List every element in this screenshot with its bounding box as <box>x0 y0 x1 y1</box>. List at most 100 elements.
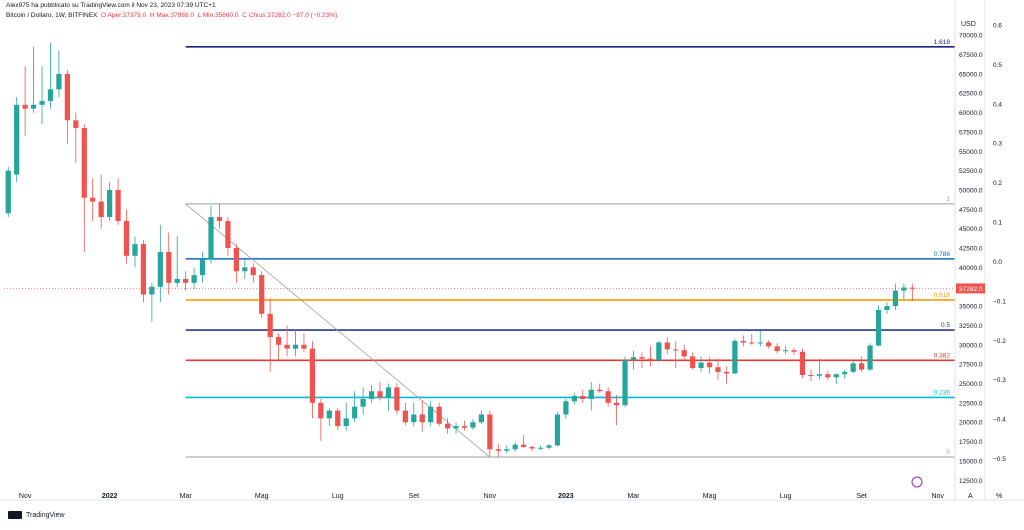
candle-body <box>284 344 290 349</box>
candle-body <box>884 306 890 310</box>
candle-body <box>149 286 155 295</box>
time-tick-label: Set <box>856 493 867 500</box>
candle-body <box>233 248 239 272</box>
fib-axis-tick: 0.0 <box>993 259 1002 266</box>
time-tick-label: 2022 <box>102 493 118 500</box>
candle-body <box>453 426 459 429</box>
candle-body <box>309 348 316 403</box>
candle-body <box>461 426 468 428</box>
candle-body <box>225 220 231 249</box>
price-tick-label: 62500.0 <box>959 91 983 98</box>
candle-body <box>799 351 806 375</box>
price-tick-label: 15000.0 <box>959 458 983 465</box>
candle-body <box>318 402 324 419</box>
candle-body <box>791 350 797 352</box>
price-tick-label: 70000.0 <box>959 33 983 40</box>
time-tick-label: Mag <box>255 493 269 500</box>
fib-axis-tick: −0.5 <box>993 456 1006 463</box>
candle-body <box>909 287 915 289</box>
candle-body <box>47 89 54 101</box>
candle-body <box>690 356 696 369</box>
candle-body <box>630 357 637 361</box>
currency-label: USD <box>961 21 976 28</box>
time-axis: Nov 2022 Mar Mag Lug Set Nov 2023 Mar Mag Lug Set No… <box>19 476 1002 500</box>
price-tick-label: 47500.0 <box>959 207 983 214</box>
price-tick-label: 55000.0 <box>959 149 983 156</box>
time-tick-label: Nov <box>484 493 497 500</box>
auto-scale-button[interactable]: A <box>968 493 973 500</box>
candle-body <box>56 73 62 90</box>
fib-axis-tick: 0.6 <box>993 23 1002 30</box>
candle-body <box>901 287 907 291</box>
candle-body <box>191 275 197 283</box>
candle-body <box>698 362 704 369</box>
candle-body <box>563 401 569 415</box>
percent-scale-button[interactable]: % <box>996 493 1002 500</box>
fib-axis-tick: −0.4 <box>993 417 1006 424</box>
price-tick-label: 40000.0 <box>959 265 983 272</box>
candle-body <box>681 350 687 357</box>
symbol-ohlc-line: Bitcoin / Dollaro, 1W, BITFINEX O Aper.3… <box>6 12 337 19</box>
candle-body <box>774 346 780 351</box>
candle-body <box>242 267 248 272</box>
candle-body <box>782 350 789 352</box>
candle-body <box>825 374 831 378</box>
candle-body <box>98 201 104 218</box>
candle-body <box>368 391 375 399</box>
price-tick-label: 32500.0 <box>959 323 983 330</box>
candle-body <box>216 217 223 221</box>
fib-axis-tick: 0.1 <box>993 220 1002 227</box>
candle-body <box>377 391 383 398</box>
candle-body <box>106 189 113 218</box>
candle-body <box>656 342 662 361</box>
candle-body <box>64 73 70 121</box>
ohlc-high-label: H <box>149 12 155 19</box>
price-tick-label: 45000.0 <box>959 226 983 233</box>
price-tick-label: 60000.0 <box>959 110 983 117</box>
fib-level-label: 1.618 <box>934 39 951 46</box>
last-price-label: 37282.0 <box>959 286 983 293</box>
candle-body <box>394 387 400 411</box>
candle-body <box>850 363 856 372</box>
candle-body <box>875 309 882 346</box>
candle-body <box>580 395 586 399</box>
candle-body <box>267 313 273 338</box>
candle-body <box>537 447 544 449</box>
tradingview-logo[interactable]: TradingView <box>8 511 65 519</box>
candle-body <box>470 422 476 428</box>
price-tick-label: 67500.0 <box>959 52 983 59</box>
candle-body <box>275 337 282 345</box>
candle-body <box>411 414 417 423</box>
candle-body <box>81 128 87 198</box>
event-flash-icon[interactable] <box>911 476 923 488</box>
ohlc-close-label: C <box>242 12 247 19</box>
candle-body <box>732 340 738 374</box>
price-tick-label: 12500.0 <box>959 478 983 485</box>
fib-level-label: 0.5 <box>941 322 950 329</box>
fib-axis-tick: −0.2 <box>993 338 1006 345</box>
time-tick-label: Mag <box>703 493 717 500</box>
price-tick-label: 65000.0 <box>959 71 983 78</box>
candle-body <box>504 449 510 451</box>
publish-info: Alex975 ha pubblicato su TradingView.com… <box>6 2 216 9</box>
candle-body <box>39 100 45 105</box>
candle-body <box>546 445 552 448</box>
time-tick-label: Nov <box>19 493 32 500</box>
candle-body <box>436 406 442 424</box>
price-tick-label: 22500.0 <box>959 400 983 407</box>
candle-body <box>808 374 814 376</box>
candle-body <box>385 387 392 398</box>
candle-body <box>132 244 138 256</box>
brand-name: TradingView <box>26 511 65 519</box>
candle-body <box>183 278 189 283</box>
time-tick-label: 2023 <box>558 493 574 500</box>
candle-body <box>22 104 28 109</box>
last-price-tag <box>956 283 985 294</box>
fib-axis-tick: −0.3 <box>993 377 1006 384</box>
fib-level-label: 0.236 <box>934 389 951 396</box>
price-tick-label: 42500.0 <box>959 246 983 253</box>
candle-body <box>123 220 130 256</box>
candle-body <box>740 340 746 343</box>
